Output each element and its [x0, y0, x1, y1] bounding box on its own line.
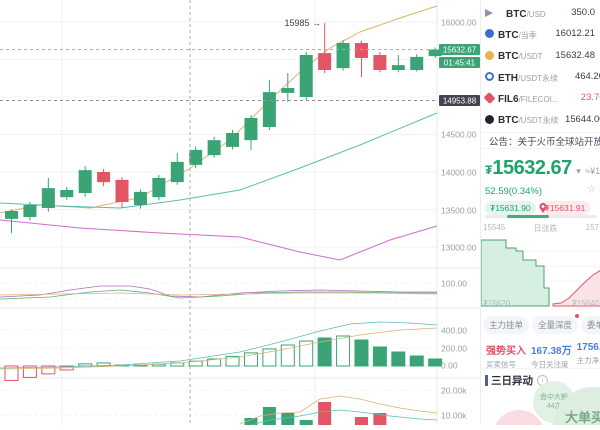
pair-icon [485, 50, 494, 60]
bid-ask: ₮15631.90 ₮15631.91 [485, 198, 591, 216]
pair-price: 464.20 [574, 71, 600, 83]
stat-attention[interactable]: 167.38万 今日关注度 [531, 346, 572, 369]
svg-text:13500.00: 13500.00 [441, 206, 477, 216]
pair-change: -0 [595, 50, 600, 60]
pair-icon [485, 29, 494, 39]
svg-text:14500.00: 14500.00 [441, 130, 477, 140]
favorite-star-icon[interactable]: ☆ [587, 184, 596, 195]
pair-price: 16012.21 [555, 28, 595, 40]
svg-text:01:45:41: 01:45:41 [444, 59, 476, 68]
svg-text:200.00: 200.00 [441, 344, 467, 354]
pair-icon [485, 8, 502, 17]
svg-text:14953.88: 14953.88 [443, 97, 477, 106]
high-price-annotation: 15985 → [284, 18, 321, 28]
svg-text:16000.00: 16000.00 [441, 18, 477, 28]
kline-canvas: 16000.00 14500.00 14000.00 13500.00 13000.00… [0, 0, 480, 430]
svg-text:13000.00: 13000.00 [441, 243, 477, 253]
depth-tabs: 主力挂单全量深度委单图 [483, 314, 600, 334]
pair-symbol: ETH/USDT永续 [498, 72, 558, 84]
pair-icon [485, 114, 494, 124]
range-label: 日涨跌 [533, 224, 558, 233]
chevron-down-icon[interactable]: ▾ [576, 166, 581, 176]
section-marker [485, 375, 488, 386]
svg-text:15632.67: 15632.67 [443, 46, 477, 55]
pair-symbol: BTC/USDT永续 [498, 115, 559, 127]
notification-dot [575, 314, 580, 318]
candles-layer [5, 23, 442, 234]
watchlist-row-btc-usdt[interactable]: BTC/USDT 15632.48 -0 [481, 45, 600, 65]
pair-price: 23.76 [580, 92, 600, 104]
day-range-fill [507, 215, 549, 218]
oscillator-layer [0, 285, 438, 300]
pair-price: 15632.48 [555, 49, 595, 61]
watchlist: BTC/USD 350.0 -12 BTC/当季 16012.21 0 BTC/… [481, 0, 600, 130]
pair-change: 0 [595, 29, 600, 39]
watchlist-row-btc-quarter[interactable]: BTC/当季 16012.21 0 [481, 24, 600, 44]
depth-price-labels: ₮15620 ₮15640 [483, 299, 599, 308]
svg-text:10.00k: 10.00k [441, 411, 467, 421]
watchlist-row-eth-swap[interactable]: ETH/USDT永续 464.20 6 [481, 67, 600, 87]
announcement-bar[interactable]: 公告：关于火币全球站开放CHF [481, 132, 600, 149]
svg-text:100.00: 100.00 [441, 279, 467, 289]
reference-lines-layer [0, 0, 437, 425]
pair-change: -12 [595, 8, 600, 18]
ma-lines-layer [0, 5, 438, 261]
stat-net-inflow[interactable]: 1756. 主力净 [576, 342, 600, 365]
last-price: ₮15632.67 ▾ ≈¥1019 [485, 157, 600, 180]
range-low: 15545 [483, 223, 506, 232]
svg-text:14000.00: 14000.00 [441, 168, 477, 178]
ask-price-pill[interactable]: ₮15631.91 [539, 201, 591, 215]
pair-symbol: FIL6/FILECOI... [498, 93, 559, 105]
depth-left-price: ₮15620 [483, 299, 511, 308]
fiat-approx-value: ≈¥1019 [585, 166, 600, 176]
svg-text:400.00: 400.00 [441, 326, 467, 336]
pair-icon [485, 72, 494, 82]
bid-price-pill[interactable]: ₮15631.90 [485, 201, 536, 215]
daily-change: 52.59(0.34%) [485, 186, 543, 197]
money-flow-layer [0, 321, 443, 381]
pair-symbol: BTC/USDT [498, 51, 543, 63]
svg-text:0.00: 0.00 [441, 361, 458, 371]
range-high: 157 [585, 223, 599, 232]
pair-icon [483, 91, 496, 104]
pair-symbol: BTC/当季 [498, 29, 537, 41]
watchlist-row-fil[interactable]: FIL6/FILECOI... 23.76 9 [481, 88, 600, 108]
day-range-labels: 15545 日涨跌 157 [483, 223, 599, 234]
volume-layer [170, 395, 438, 430]
tab-order-chart[interactable]: 委单图 [581, 316, 600, 334]
pair-price: 15644.00 [564, 113, 600, 125]
watchlist-row-btc-swap[interactable]: BTC/USDT永续 15644.00 -0 [481, 109, 600, 129]
market-sidebar: BTC/USD 350.0 -12 BTC/当季 16012.21 0 BTC/… [480, 0, 600, 425]
stat-signal[interactable]: 强势买入 买卖信号 [486, 346, 526, 369]
announcement-text: 公告：关于火币全球站开放CHF [489, 136, 600, 148]
price-axis: 16000.00 14500.00 14000.00 13500.00 13000.00… [439, 18, 480, 421]
pair-price: 350.0 [571, 7, 595, 19]
last-price-value: 15632.67 [492, 157, 572, 179]
section-title: 三日异动 [491, 375, 533, 387]
svg-text:20.00k: 20.00k [441, 386, 467, 396]
pair-symbol: BTC/USD [506, 8, 546, 20]
depth-chart[interactable]: 302010 [481, 238, 600, 308]
day-range-slider [485, 215, 597, 218]
currency-symbol: ₮ [485, 163, 493, 177]
watchlist-row-btc-usd[interactable]: BTC/USD 350.0 -12 [481, 3, 600, 23]
tab-full-depth[interactable]: 全量深度 [532, 314, 580, 334]
signal-stats: 强势买入 买卖信号 167.38万 今日关注度 1756. 主力净 [481, 342, 600, 370]
depth-right-price: ₮15640 [571, 299, 599, 308]
kline-chart[interactable]: 16000.00 14500.00 14000.00 13500.00 13000.00… [0, 0, 480, 430]
tab-main-orders[interactable]: 主力挂单 [483, 316, 530, 334]
grid-layer [0, 0, 480, 425]
price-position-pin-icon [539, 202, 547, 213]
divider [481, 368, 600, 369]
anomaly-bubble-pink[interactable] [493, 410, 545, 425]
three-day-header: 三日异动 i [485, 373, 548, 388]
